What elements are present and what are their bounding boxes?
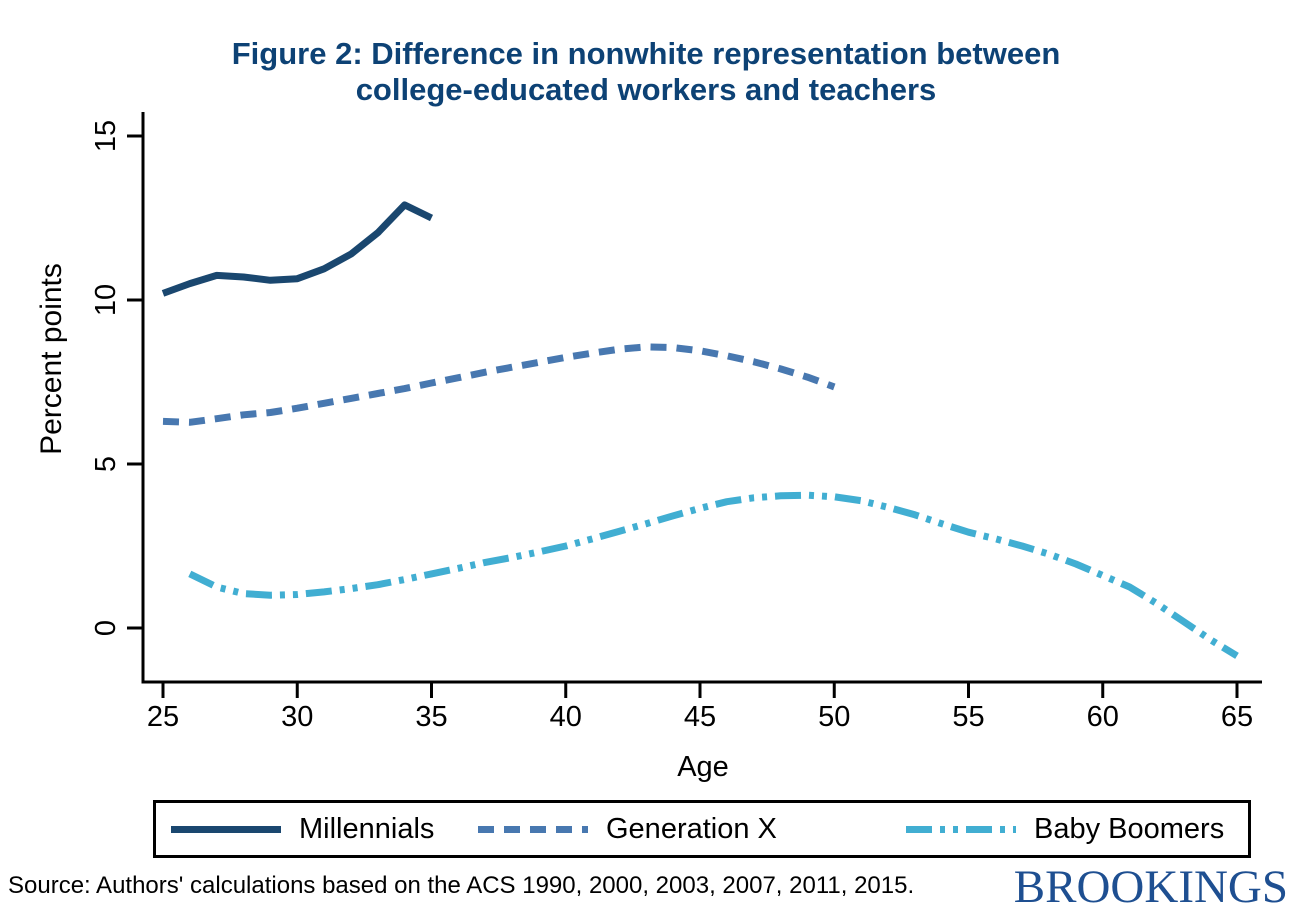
series-line-millennials <box>161 201 434 297</box>
x-tick-label: 30 <box>281 701 314 733</box>
y-tick-label: 0 <box>90 619 122 637</box>
x-tick-label: 50 <box>818 701 851 733</box>
x-tick-label: 40 <box>549 701 582 733</box>
legend-box: Millennials Generation X Baby Boomers <box>153 800 1251 858</box>
y-tick-label: 5 <box>90 455 122 473</box>
axis-lines <box>141 112 1262 684</box>
y-tick-label: 15 <box>90 119 122 153</box>
chart-title-line2: college-educated workers and teachers <box>355 72 937 107</box>
chart-title-line1: Figure 2: Difference in nonwhite represe… <box>231 36 1061 71</box>
x-tick-label: 25 <box>146 701 180 733</box>
chart-title: Figure 2: Difference in nonwhite represe… <box>0 36 1292 108</box>
legend-item-generation-x: Generation X <box>478 803 777 855</box>
legend-item-millennials: Millennials <box>171 803 434 855</box>
legend-label-millennials: Millennials <box>299 812 435 845</box>
x-tick-label: 55 <box>952 701 985 733</box>
legend-label-baby-boomers: Baby Boomers <box>1034 812 1225 845</box>
series-line-baby-boomers <box>188 491 1239 659</box>
legend-key-line-icon <box>171 825 281 833</box>
legend-key-line-icon <box>906 825 1016 833</box>
legend-label-generation-x: Generation X <box>606 812 777 845</box>
x-tick-label: 45 <box>683 701 717 733</box>
x-tick-label: 35 <box>415 701 448 733</box>
legend-key-line-icon <box>478 825 588 833</box>
y-tick-label: 10 <box>90 283 122 317</box>
source-note: Source: Authors' calculations based on t… <box>8 872 915 899</box>
series-line-generation-x <box>162 343 836 426</box>
legend-item-baby-boomers: Baby Boomers <box>906 803 1224 855</box>
brookings-logo: BROOKINGS <box>1013 861 1288 913</box>
x-tick-label: 60 <box>1086 701 1119 733</box>
x-tick-label: 65 <box>1220 701 1254 733</box>
x-axis-label: Age <box>677 751 729 783</box>
